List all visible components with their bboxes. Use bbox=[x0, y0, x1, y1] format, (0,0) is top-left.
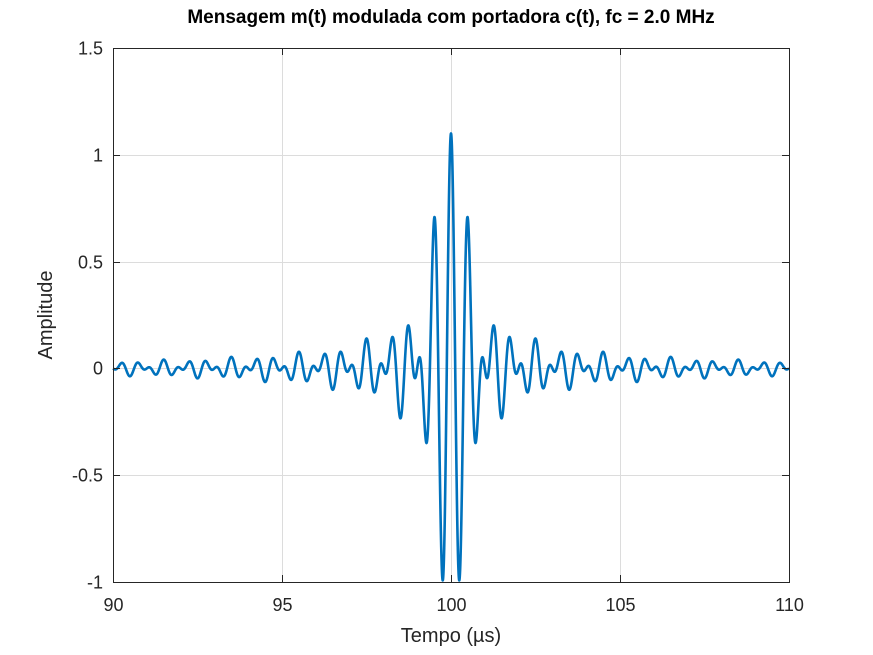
x-tick-label: 90 bbox=[103, 595, 123, 615]
x-tick-label: 100 bbox=[436, 595, 466, 615]
y-tick-label: -1 bbox=[87, 573, 103, 593]
y-tick-label: -0.5 bbox=[72, 466, 103, 486]
x-axis-label: Tempo (µs) bbox=[401, 625, 501, 647]
y-tick-label: 1.5 bbox=[78, 39, 103, 59]
y-axis-label: Amplitude bbox=[35, 271, 57, 360]
x-tick-label: 95 bbox=[272, 595, 292, 615]
chart-title: Mensagem m(t) modulada com portadora c(t… bbox=[187, 7, 714, 28]
y-tick-label: 0 bbox=[93, 359, 103, 379]
series-line bbox=[111, 132, 791, 582]
grid-layer bbox=[113, 48, 790, 583]
y-tick-label: 1 bbox=[93, 146, 103, 166]
y-tick-label: 0.5 bbox=[78, 253, 103, 273]
tick-layer: 90 95 100 105 110 -1 -0.5 0 0.5 1 1.5 bbox=[72, 39, 804, 616]
x-tick-label: 105 bbox=[605, 595, 635, 615]
x-tick-label: 110 bbox=[775, 595, 804, 615]
